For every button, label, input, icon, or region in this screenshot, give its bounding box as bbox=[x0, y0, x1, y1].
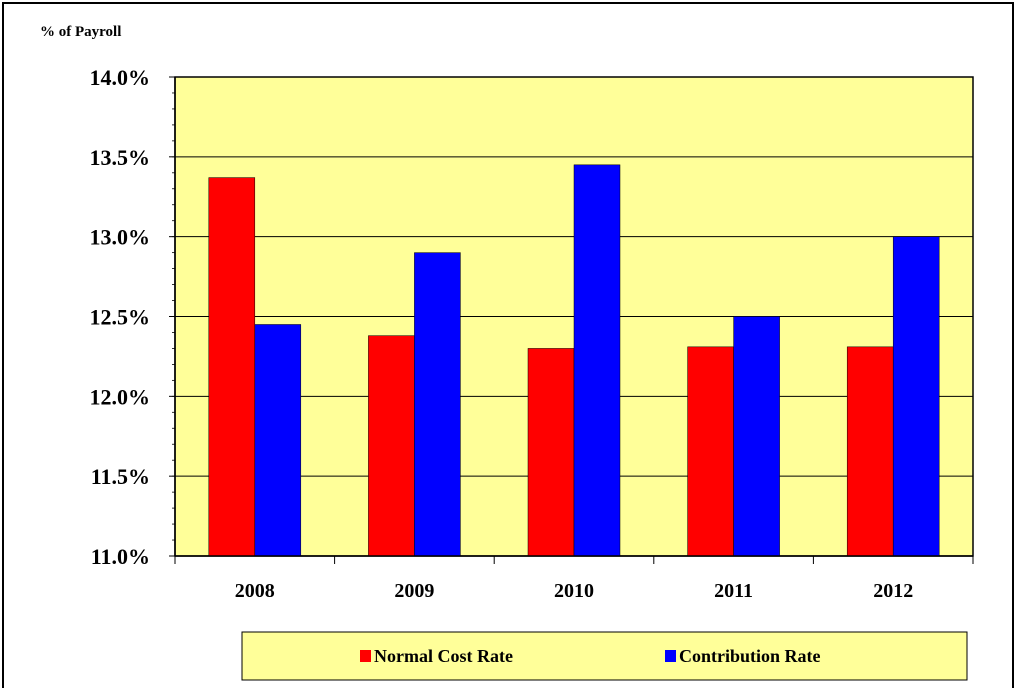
bar-normal-cost-rate-2010 bbox=[527, 348, 575, 557]
legend-swatch bbox=[360, 650, 371, 662]
bar-contribution-rate-2010 bbox=[573, 164, 621, 557]
bar-contribution-rate-2009 bbox=[414, 252, 461, 557]
x-tick-label: 2011 bbox=[714, 580, 753, 602]
x-tick-label: 2008 bbox=[235, 580, 275, 602]
legend-swatch bbox=[665, 650, 676, 662]
y-tick-label: 13.5% bbox=[90, 145, 151, 170]
y-tick-label: 14.0% bbox=[90, 65, 151, 90]
bar-contribution-rate-2011 bbox=[733, 316, 780, 557]
y-tick-label: 11.0% bbox=[91, 544, 150, 569]
legend-box bbox=[241, 631, 968, 681]
x-tick-label: 2010 bbox=[554, 580, 594, 602]
bar-normal-cost-rate-2008 bbox=[208, 177, 256, 557]
bar-normal-cost-rate-2012 bbox=[846, 346, 894, 557]
y-axis-label: % of Payroll bbox=[40, 24, 121, 40]
y-tick-label: 11.5% bbox=[91, 464, 150, 489]
x-tick-label: 2009 bbox=[394, 580, 434, 602]
y-tick-label: 12.0% bbox=[90, 384, 151, 409]
bar-normal-cost-rate-2009 bbox=[368, 335, 415, 557]
bar-contribution-rate-2012 bbox=[892, 236, 940, 557]
y-tick-label: 13.0% bbox=[90, 225, 151, 250]
x-tick-label: 2012 bbox=[873, 580, 913, 602]
legend: Normal Cost Rate Contribution Rate bbox=[241, 631, 968, 681]
plot-area: 11.0% 11.5% 12.0% 12.5% 13.0% 13.5% 14.0% 2008 2… bbox=[90, 65, 974, 602]
legend-label: Contribution Rate bbox=[679, 646, 821, 666]
legend-label: Normal Cost Rate bbox=[374, 646, 513, 666]
y-tick-label: 12.5% bbox=[90, 305, 151, 330]
bar-contribution-rate-2008 bbox=[254, 324, 302, 557]
bar-normal-cost-rate-2011 bbox=[687, 346, 734, 557]
